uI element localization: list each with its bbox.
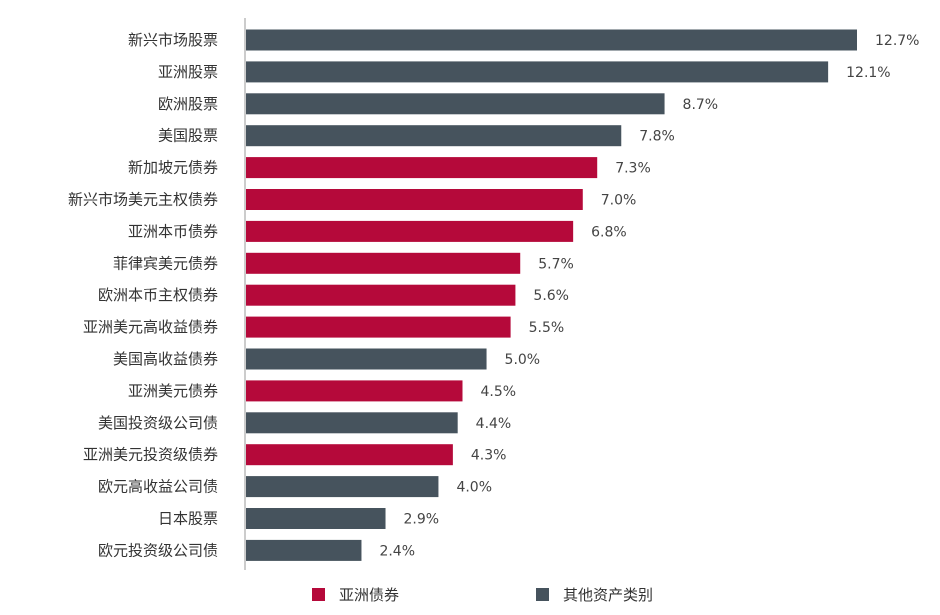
bar (246, 189, 583, 210)
bar (246, 284, 516, 306)
data-label: 5.0% (505, 352, 541, 368)
data-label: 4.5% (480, 384, 516, 400)
category-label: 新兴市场美元主权债券 (68, 191, 218, 209)
category-label: 日本股票 (158, 510, 218, 528)
legend-item-other: 其他资产类别 (536, 584, 653, 605)
category-label: 欧元高收益公司债 (98, 478, 218, 496)
legend-label-other: 其他资产类别 (563, 586, 654, 604)
category-label: 亚洲股票 (158, 63, 218, 81)
data-label: 8.7% (683, 97, 719, 113)
category-label: 亚洲美元高收益债券 (83, 318, 218, 336)
bar (246, 412, 458, 434)
bar (246, 444, 453, 466)
bar (246, 157, 598, 179)
data-label: 4.0% (456, 480, 492, 496)
category-label: 菲律宾美元债券 (113, 254, 218, 272)
data-label: 2.4% (379, 543, 415, 559)
category-label: 亚洲本币债券 (128, 222, 218, 240)
bar (246, 316, 511, 338)
category-label: 亚洲美元债券 (128, 382, 218, 400)
data-label: 4.4% (476, 416, 512, 432)
bar (246, 476, 439, 498)
bar (246, 539, 362, 561)
bar (246, 348, 487, 370)
legend: 亚洲债券 其他资产类别 (0, 580, 940, 610)
category-label: 新加坡元债券 (128, 159, 218, 177)
category-label: 美国股票 (158, 127, 218, 145)
bar (246, 125, 622, 147)
data-label: 5.7% (538, 256, 574, 272)
category-label: 亚洲美元投资级债券 (83, 446, 218, 464)
data-label: 5.5% (529, 320, 565, 336)
category-label: 美国高收益债券 (113, 350, 218, 368)
data-label: 4.3% (471, 448, 507, 464)
bar (246, 93, 665, 115)
category-label: 欧洲股票 (158, 95, 218, 113)
bar-chart: 新兴市场股票 12.7% 亚洲股票 12.1% 欧洲股票 8.7% 美国股票 7.8% 新加坡元… (68, 18, 919, 570)
bar (246, 508, 386, 529)
bar (246, 61, 829, 83)
legend-swatch-asia-bond (312, 588, 325, 601)
data-label: 7.0% (601, 193, 637, 209)
legend-item-asia-bond: 亚洲债券 (312, 584, 399, 605)
category-label: 欧洲本币主权债券 (98, 286, 218, 304)
bar (246, 29, 857, 51)
data-label: 5.6% (533, 288, 569, 304)
category-label: 美国投资级公司债 (98, 414, 218, 432)
data-label: 7.3% (615, 161, 651, 177)
bar (246, 252, 521, 274)
data-label: 2.9% (404, 512, 440, 528)
data-label: 7.8% (639, 129, 675, 145)
data-label: 12.1% (846, 65, 890, 81)
category-label: 新兴市场股票 (128, 31, 218, 49)
bar (246, 380, 463, 402)
bar (246, 220, 574, 242)
category-label: 欧元投资级公司债 (98, 541, 218, 559)
legend-label-asia-bond: 亚洲债券 (339, 586, 400, 604)
data-label: 12.7% (875, 33, 919, 49)
legend-swatch-other (536, 588, 549, 601)
data-label: 6.8% (591, 224, 627, 240)
